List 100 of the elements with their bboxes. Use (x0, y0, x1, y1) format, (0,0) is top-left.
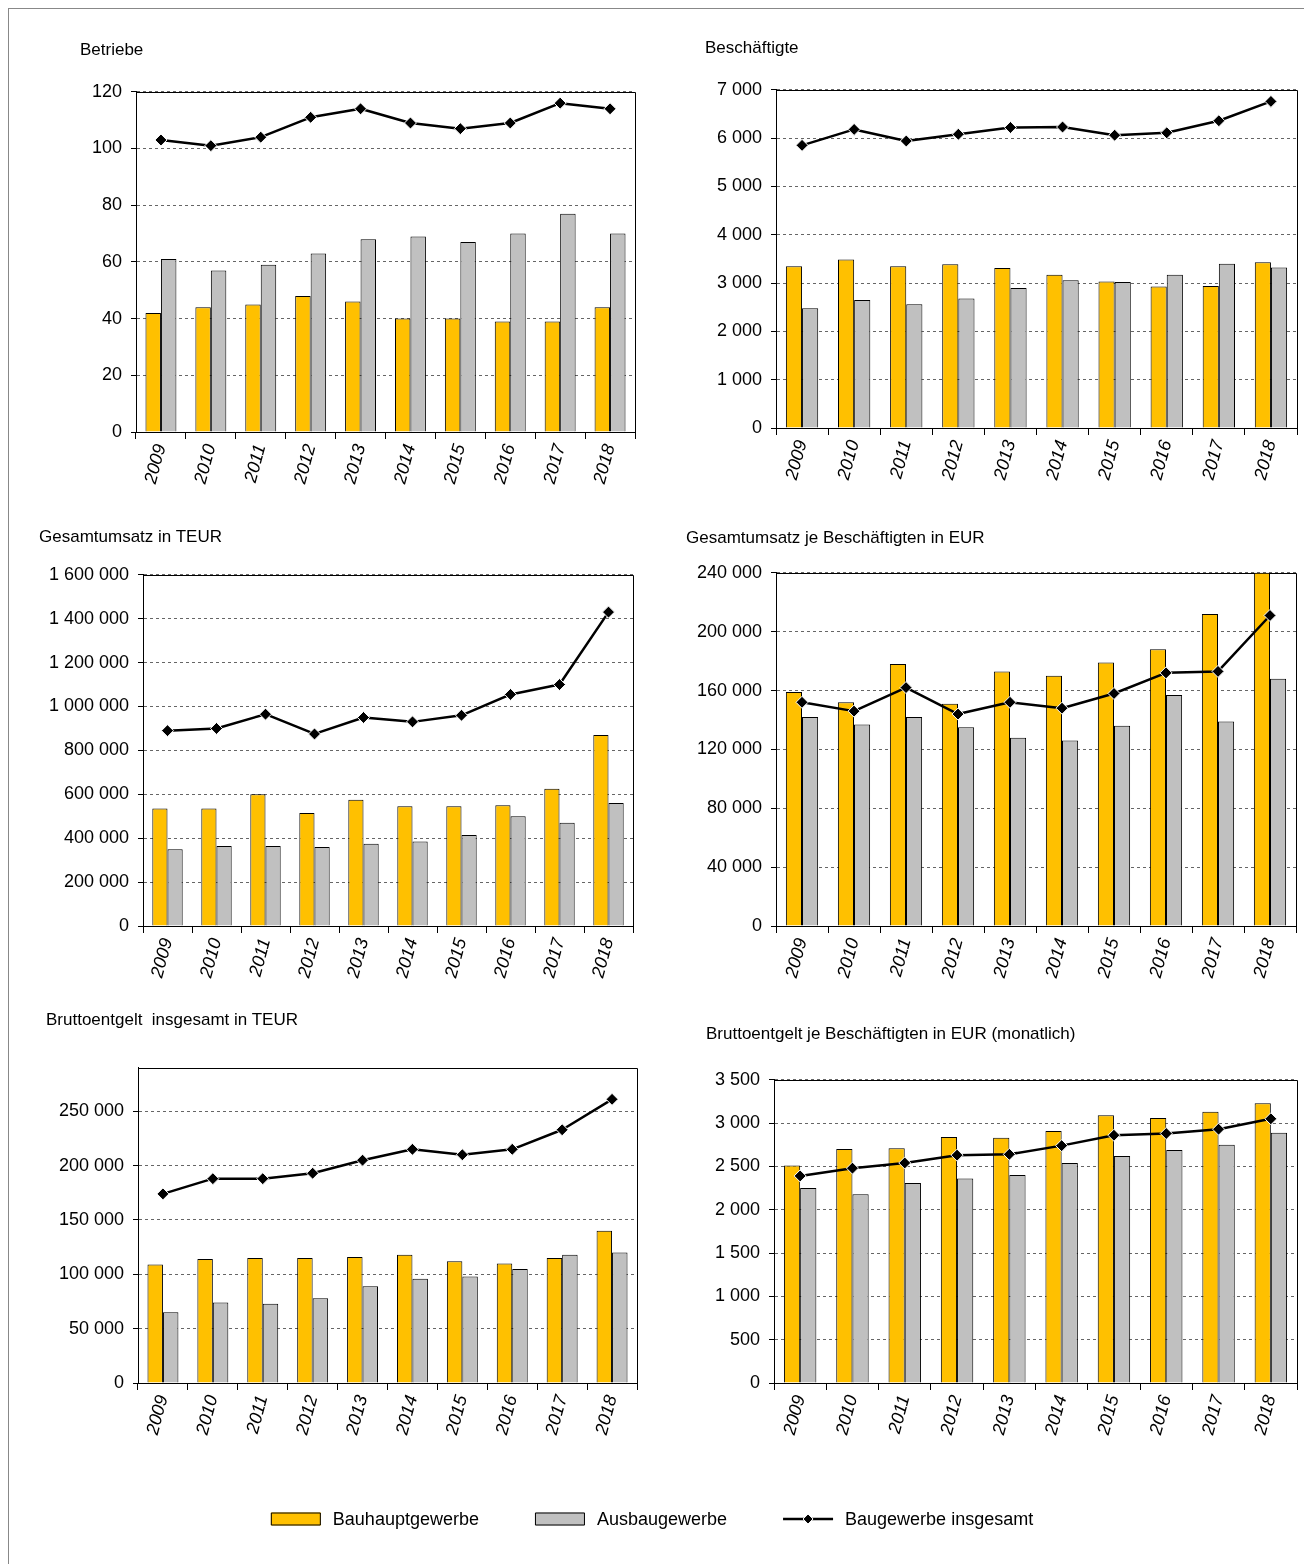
y-tick-label: 1 600 000 (48, 563, 129, 584)
x-tick-label: 2014 (1041, 437, 1072, 483)
point (504, 687, 517, 701)
x-tick-label: 2018 (1249, 437, 1280, 483)
x-tick-label: 2011 (885, 935, 915, 980)
y-tick-label: 2 000 (716, 320, 762, 341)
y-tick-label: 120 000 (696, 738, 762, 759)
y-tick-label: 3 000 (716, 272, 762, 293)
point (602, 605, 615, 619)
point (793, 1169, 807, 1183)
x-tick-label: 2017 (538, 441, 570, 487)
point (553, 678, 566, 692)
y-tick-label: 1 000 (716, 368, 762, 389)
y-tick-label: 240 000 (696, 561, 762, 582)
point (156, 1187, 170, 1201)
x-tick-label: 2016 (1144, 935, 1175, 981)
x-tick-label: 2010 (189, 441, 220, 487)
point (553, 96, 567, 110)
x-tick-label: 2011 (244, 935, 275, 980)
point (455, 708, 468, 722)
point (847, 122, 861, 136)
y-tick-label: 0 (751, 416, 762, 437)
y-tick-label: 80 000 (706, 797, 762, 818)
point (354, 102, 368, 116)
x-tick-label: 2014 (391, 1392, 422, 1438)
x-tick-label: 2012 (293, 935, 324, 981)
x-tick-label: 2018 (588, 441, 619, 487)
x-tick-label: 2013 (341, 1392, 372, 1438)
x-tick-label: 2010 (191, 1392, 222, 1438)
point (1211, 664, 1225, 678)
x-tick-label: 2011 (241, 1392, 272, 1437)
point (406, 715, 419, 729)
point (899, 681, 913, 695)
x-tick-label: 2012 (289, 441, 320, 487)
x-tick-label: 2017 (1196, 935, 1227, 981)
chart-title: Bruttoentgelt je Beschäftigten in EUR (monatlich) (706, 1024, 1076, 1044)
legend-label: Ausbaugewerbe (596, 1508, 728, 1529)
point (256, 1172, 270, 1186)
y-tick-label: 3 000 (714, 1112, 760, 1133)
point (206, 1172, 220, 1186)
y-tick-label: 200 000 (696, 620, 762, 641)
y-tick-label: 40 (101, 307, 122, 328)
x-tick-label: 2018 (1249, 1392, 1280, 1438)
y-tick-label: 400 000 (63, 827, 129, 848)
y-tick-label: 1 000 (714, 1285, 760, 1306)
point (254, 130, 268, 144)
point (845, 1161, 859, 1175)
x-tick-label: 2016 (491, 1392, 522, 1438)
point (1055, 1139, 1069, 1153)
y-tick-label: 0 (751, 914, 762, 935)
point (308, 727, 321, 741)
x-tick-label: 2014 (389, 441, 420, 487)
y-tick-label: 5 000 (716, 175, 762, 196)
y-tick-label: 60 (101, 250, 122, 271)
x-tick-label: 2016 (489, 935, 520, 981)
y-tick-label: 6 000 (716, 127, 762, 148)
point (898, 1156, 912, 1170)
point (605, 1092, 619, 1106)
point (304, 110, 318, 124)
y-tick-label: 1 200 000 (48, 651, 129, 672)
x-tick-label: 2009 (778, 1392, 809, 1438)
y-tick-label: 160 000 (696, 679, 762, 700)
y-tick-label: 7 000 (716, 78, 762, 99)
x-tick-label: 2013 (988, 1392, 1019, 1438)
x-tick-label: 2014 (391, 935, 422, 981)
y-tick-label: 100 (91, 137, 122, 158)
point (1264, 1112, 1278, 1126)
chart-title: Bruttoentgelt insgesamt in TEUR (46, 1010, 298, 1030)
legend-label: Bauhauptgewerbe (332, 1508, 479, 1529)
y-tick-label: 20 (101, 364, 122, 385)
point (1263, 608, 1277, 622)
y-tick-label: 150 000 (58, 1208, 124, 1229)
x-tick-label: 2013 (339, 441, 370, 487)
point (1108, 128, 1122, 142)
x-tick-label: 2009 (141, 1392, 172, 1438)
x-tick-label: 2013 (988, 935, 1019, 981)
point (357, 710, 370, 724)
point (403, 116, 417, 130)
y-tick-label: 2 500 (714, 1155, 760, 1176)
chart-title: Gesamtumsatz in TEUR (39, 527, 222, 547)
point (1264, 94, 1278, 108)
y-tick-label: 1 500 (714, 1242, 760, 1263)
point (1003, 120, 1017, 134)
point (847, 704, 861, 718)
x-tick-label: 2015 (1092, 1392, 1123, 1438)
point (1107, 1128, 1121, 1142)
x-tick-label: 2009 (146, 935, 177, 981)
y-tick-label: 2 000 (714, 1198, 760, 1219)
y-tick-label: 80 (101, 194, 122, 215)
point (1159, 666, 1173, 680)
point (603, 102, 617, 116)
point (306, 1166, 320, 1180)
y-tick-label: 3 500 (714, 1068, 760, 1089)
x-tick-label: 2012 (291, 1392, 322, 1438)
x-tick-label: 2011 (883, 1392, 914, 1437)
x-tick-label: 2012 (937, 437, 968, 483)
point (951, 127, 965, 141)
legend-label: Baugewerbe insgesamt (845, 1508, 1034, 1529)
point (951, 707, 965, 721)
x-tick-label: 2009 (780, 935, 811, 981)
